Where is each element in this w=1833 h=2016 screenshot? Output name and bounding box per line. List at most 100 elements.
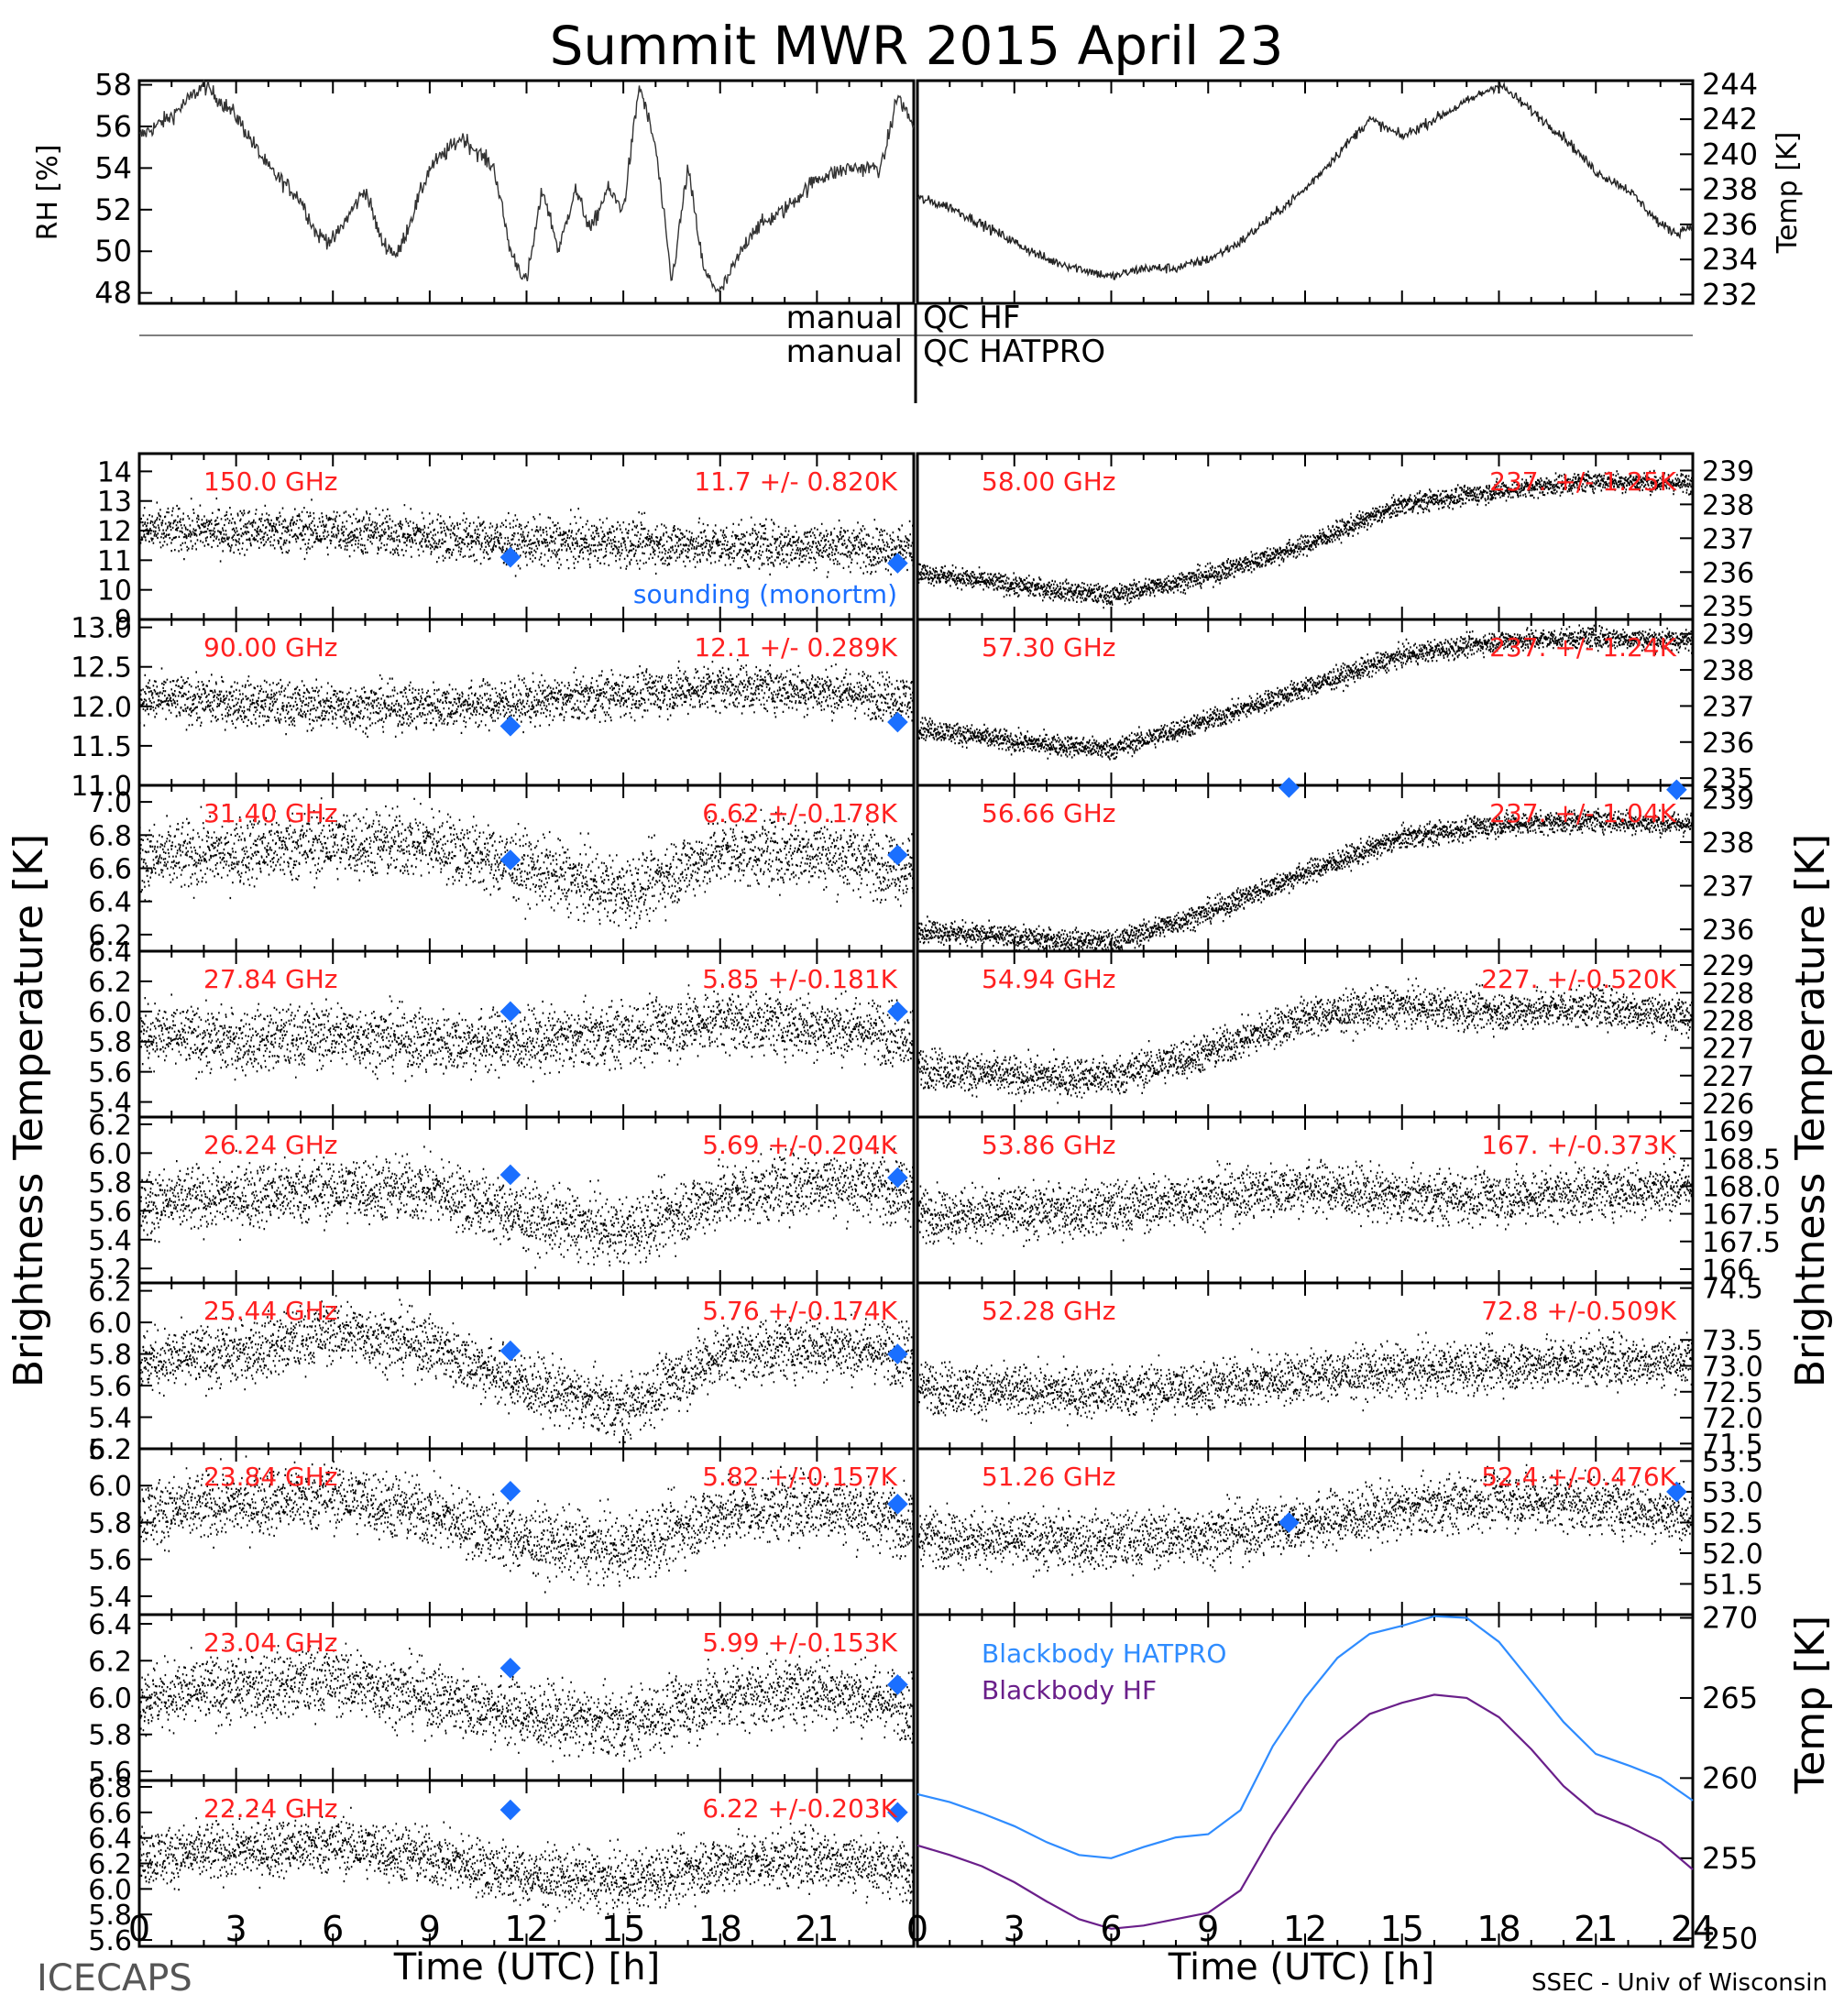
sounding-marker	[499, 849, 521, 871]
tb-points	[917, 1156, 1695, 1247]
tb-panel-ytick-label: 228	[1702, 978, 1754, 1010]
tb-panel-L3: 5.45.65.86.06.26.4 27.84 GHz 5.85 +/-0.181…	[88, 937, 916, 1120]
tb-panel-ytick-label: 236	[1702, 915, 1754, 947]
freq-label: 31.40 GHz	[203, 798, 338, 828]
right-y-axis-label: Brightness Temperature [K]	[1787, 834, 1833, 1387]
stat-label: 237. +/- 1.24K	[1489, 632, 1676, 663]
stat-label: 5.85 +/-0.181K	[702, 964, 897, 994]
rh-panel-ytick-label: 52	[94, 192, 132, 227]
blackbody-legend-hatpro: Blackbody HATPRO	[982, 1638, 1226, 1669]
tb-panel-ytick-label: 5.6	[88, 1057, 132, 1090]
rh-panel-ytick-label: 54	[94, 150, 132, 185]
tb-panel-ytick-label: 235	[1702, 591, 1754, 623]
blackbody-panel-ytick-label: 260	[1702, 1760, 1758, 1795]
qc-hf-label: QC HF	[923, 300, 1020, 336]
x-tick-label: 18	[1476, 1909, 1520, 1949]
blackbody-legend-hf: Blackbody HF	[982, 1675, 1157, 1705]
freq-label: 27.84 GHz	[203, 964, 338, 994]
freq-label: 22.24 GHz	[203, 1793, 338, 1824]
tb-panel-ytick-label: 11.5	[71, 731, 132, 763]
tb-panel-L1: 11.0 11.5 12.0 12.5 13.0 90.00 GHz 12.1 +/- 0.…	[71, 613, 916, 803]
tb-points	[139, 1295, 916, 1443]
tb-panel-ytick-label: 11.0	[71, 771, 132, 803]
sounding-label: sounding (monortm)	[633, 579, 897, 609]
stat-label: 12.1 +/- 0.289K	[694, 632, 897, 663]
tb-panel-ytick-label: 11	[97, 545, 132, 577]
footer-right: SSEC - Univ of Wisconsin	[1531, 1969, 1828, 1997]
sounding-marker	[887, 1494, 908, 1515]
freq-label: 58.00 GHz	[982, 466, 1116, 497]
blackbody-line-hatpro	[916, 1615, 1694, 1859]
temp-panel-ytick-label: 242	[1702, 102, 1758, 137]
tb-panel-ytick-label: 167.5	[1702, 1227, 1781, 1259]
tb-panel-ytick-label: 72.5	[1702, 1377, 1763, 1409]
tb-panel-R6: 51.552.052.553.053.5 51.26 GHz 52.4 +/-0.4…	[916, 1446, 1763, 1616]
tb-panel-ytick-label: 72.0	[1702, 1403, 1763, 1435]
tb-points	[139, 1642, 916, 1763]
sounding-marker	[887, 1001, 908, 1023]
footer-left: ICECAPS	[37, 1957, 192, 2000]
tb-panel-ytick-label: 238	[1702, 655, 1754, 687]
chart-title: Summit MWR 2015 April 23	[550, 15, 1284, 77]
x-tick-label: 21	[795, 1909, 839, 1949]
tb-panel-ytick-label: 239	[1702, 619, 1754, 652]
rh-line	[138, 79, 915, 293]
x-tick-label: 3	[1004, 1909, 1026, 1949]
tb-panel-ytick-label: 13	[97, 487, 132, 519]
tb-panel-ytick-label: 53.0	[1702, 1477, 1763, 1509]
tb-panel-ytick-label: 6.8	[88, 1772, 132, 1804]
tb-panel-ytick-label: 53.5	[1702, 1446, 1763, 1478]
tb-panel-ytick-label: 52.0	[1702, 1539, 1763, 1571]
rh-panel-frame	[137, 79, 916, 305]
rh-panel: 48 50 52 54 56 58 RH [%]	[32, 68, 916, 311]
tb-points	[917, 807, 1695, 953]
temp-panel-ytick-label: 244	[1702, 67, 1758, 102]
tb-panel-L6: 5.4 5.6 5.8 6.0 6.2 23.84 GHz 5.82 +/-0.157K	[88, 1434, 916, 1616]
tb-panel-ytick-label: 5.2	[88, 1254, 132, 1286]
blackbody-axis-label: Temp [K]	[1787, 1616, 1833, 1794]
tb-panel-ytick-label: 6.8	[88, 820, 132, 852]
tb-panel-ytick-label: 71.5	[1702, 1429, 1763, 1461]
x-tick-label: 15	[601, 1909, 645, 1949]
tb-panel-ytick-label: 238	[1702, 827, 1754, 860]
tb-panel-ytick-label: 6.2	[88, 1276, 132, 1309]
temp-axis-label: Temp [K]	[1772, 132, 1804, 255]
tb-points	[917, 624, 1695, 761]
temp-line	[916, 80, 1694, 280]
stat-label: 237. +/- 1.25K	[1489, 466, 1676, 497]
freq-label: 51.26 GHz	[982, 1462, 1116, 1492]
tb-panel-ytick-label: 5.4	[88, 1403, 132, 1435]
tb-panel-ytick-label: 6.2	[88, 920, 132, 952]
tb-panel-ytick-label: 6.4	[88, 1609, 132, 1641]
blackbody-panel-ytick-label: 255	[1702, 1841, 1758, 1876]
blackbody-panel-ytick-label: 270	[1702, 1600, 1758, 1635]
temp-panel-ytick-label: 232	[1702, 277, 1758, 312]
x-tick-label: 0	[128, 1909, 150, 1949]
tb-panel-ytick-label: 5.8	[88, 1900, 132, 1932]
freq-label: 56.66 GHz	[982, 798, 1116, 828]
left-y-axis-label: Brightness Temperature [K]	[5, 834, 52, 1387]
sounding-marker	[499, 546, 521, 568]
stat-label: 6.22 +/-0.203K	[702, 1793, 897, 1824]
tb-panel-ytick-label: 6.2	[88, 1110, 132, 1142]
tb-panel-ytick-label: 6.0	[88, 1138, 132, 1170]
tb-panel-ytick-label: 10	[97, 575, 132, 608]
tb-panel-ytick-label: 5.6	[88, 1371, 132, 1403]
tb-panel-ytick-label: 5.2	[88, 1434, 132, 1466]
tb-panel-ytick-label: 6.0	[88, 1471, 132, 1503]
tb-panel-ytick-label: 5.8	[88, 1720, 132, 1752]
rh-panel-ytick-label: 48	[94, 276, 132, 311]
temp-panel-ytick-label: 240	[1702, 137, 1758, 171]
x-tick-label: 6	[1100, 1909, 1122, 1949]
stat-label: 72.8 +/-0.509K	[1481, 1296, 1676, 1326]
sounding-marker	[499, 1164, 521, 1186]
tb-panel-ytick-label: 236	[1702, 728, 1754, 760]
sounding-marker	[499, 1799, 521, 1821]
stat-label: 227. +/-0.520K	[1481, 964, 1676, 994]
sounding-marker	[1279, 1512, 1300, 1533]
tb-panel-ytick-label: 74.5	[1702, 1274, 1763, 1306]
x-tick-label: 18	[698, 1909, 742, 1949]
